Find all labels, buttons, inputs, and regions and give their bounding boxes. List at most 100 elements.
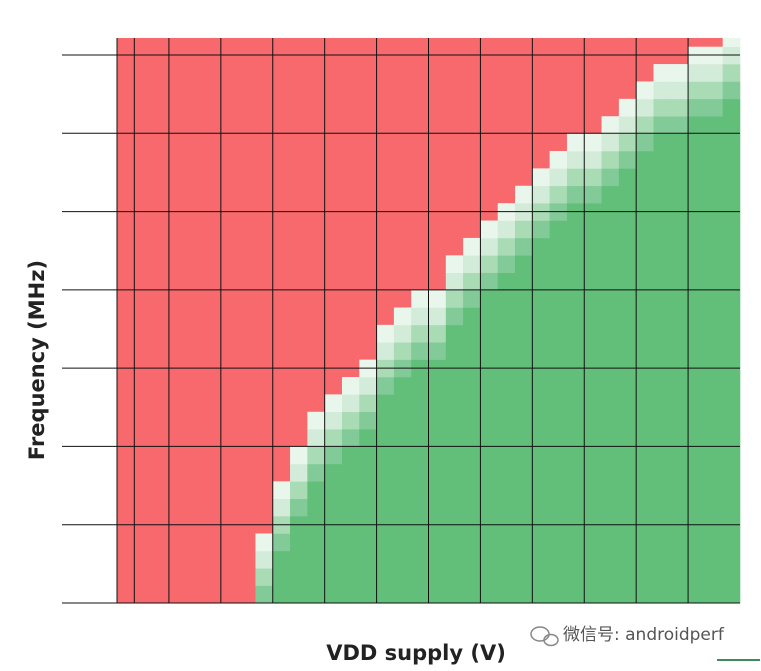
pass-cell <box>688 568 706 586</box>
pass-cell <box>653 290 672 308</box>
pass-cell <box>722 585 741 604</box>
watermark-icon <box>530 626 559 647</box>
pass-cell <box>688 168 706 187</box>
pass-cell <box>393 533 412 552</box>
pass-cell <box>601 446 620 465</box>
pass-cell <box>566 151 585 169</box>
pass-cell <box>670 533 689 552</box>
pass-cell <box>688 481 706 499</box>
pass-cell <box>549 255 568 273</box>
pass-cell <box>532 185 550 204</box>
pass-cell <box>722 272 741 291</box>
pass-cell <box>722 237 741 256</box>
pass-cell <box>497 255 516 273</box>
pass-cell <box>532 429 550 447</box>
pass-cell <box>324 533 343 552</box>
pass-cell <box>359 429 377 447</box>
pass-cell <box>411 429 429 447</box>
pass-cell <box>480 550 499 569</box>
pass-cell <box>618 168 637 187</box>
pass-cell <box>532 481 550 499</box>
pass-cell <box>497 463 516 482</box>
pass-cell <box>722 116 741 134</box>
pass-cell <box>705 116 723 134</box>
pass-cell <box>584 568 602 586</box>
pass-cell <box>532 342 550 360</box>
pass-cell <box>549 307 568 326</box>
pass-cell <box>688 324 706 343</box>
pass-cell <box>584 481 602 499</box>
pass-cell <box>411 324 429 343</box>
pass-cell <box>532 377 550 395</box>
pass-cell <box>411 446 429 465</box>
pass-cell <box>722 568 741 586</box>
pass-cell <box>359 394 377 413</box>
pass-cell <box>497 377 516 395</box>
pass-cell <box>324 446 343 465</box>
pass-cell <box>688 342 706 360</box>
pass-cell <box>722 151 741 169</box>
pass-cell <box>653 185 672 204</box>
pass-cell <box>636 429 654 447</box>
pass-cell <box>653 533 672 552</box>
pass-cell <box>515 568 533 586</box>
pass-cell <box>549 429 568 447</box>
pass-cell <box>722 133 741 152</box>
pass-cell <box>618 290 637 308</box>
pass-cell <box>515 272 533 291</box>
pass-cell <box>393 324 412 343</box>
pass-cell <box>688 411 706 430</box>
pass-cell <box>290 533 308 552</box>
pass-cell <box>566 324 585 343</box>
pass-cell <box>722 185 741 204</box>
pass-cell <box>636 481 654 499</box>
pass-cell <box>324 394 343 413</box>
pass-cell <box>428 307 447 326</box>
pass-cell <box>618 237 637 256</box>
pass-cell <box>705 133 723 152</box>
pass-cell <box>376 342 395 360</box>
pass-cell <box>601 342 620 360</box>
pass-cell <box>705 342 723 360</box>
pass-cell <box>549 290 568 308</box>
pass-cell <box>532 446 550 465</box>
pass-cell <box>618 568 637 586</box>
pass-cell <box>584 168 602 187</box>
pass-cell <box>532 411 550 430</box>
pass-cell <box>636 463 654 482</box>
pass-cell <box>705 498 723 517</box>
pass-cell <box>497 394 516 413</box>
pass-cell <box>688 81 706 100</box>
pass-cell <box>324 411 343 430</box>
pass-cell <box>566 394 585 413</box>
pass-cell <box>705 151 723 169</box>
pass-cell <box>601 377 620 395</box>
x-axis-label: VDD supply (V) <box>326 641 506 665</box>
pass-cell <box>601 151 620 169</box>
pass-cell <box>688 498 706 517</box>
pass-cell <box>705 168 723 187</box>
pass-cell <box>618 429 637 447</box>
pass-cell <box>463 237 481 256</box>
pass-cell <box>411 568 429 586</box>
pass-cell <box>705 585 723 604</box>
pass-cell <box>618 394 637 413</box>
pass-cell <box>463 411 481 430</box>
pass-cell <box>480 377 499 395</box>
pass-cell <box>705 290 723 308</box>
pass-cell <box>515 429 533 447</box>
pass-cell <box>463 429 481 447</box>
pass-cell <box>618 463 637 482</box>
pass-cell <box>653 307 672 326</box>
pass-cell <box>566 255 585 273</box>
pass-cell <box>324 550 343 569</box>
pass-cell <box>463 568 481 586</box>
pass-cell <box>532 394 550 413</box>
pass-cell <box>584 151 602 169</box>
pass-cell <box>705 481 723 499</box>
pass-cell <box>515 394 533 413</box>
pass-cell <box>653 446 672 465</box>
pass-cell <box>722 498 741 517</box>
pass-cell <box>618 151 637 169</box>
pass-cell <box>307 463 325 482</box>
